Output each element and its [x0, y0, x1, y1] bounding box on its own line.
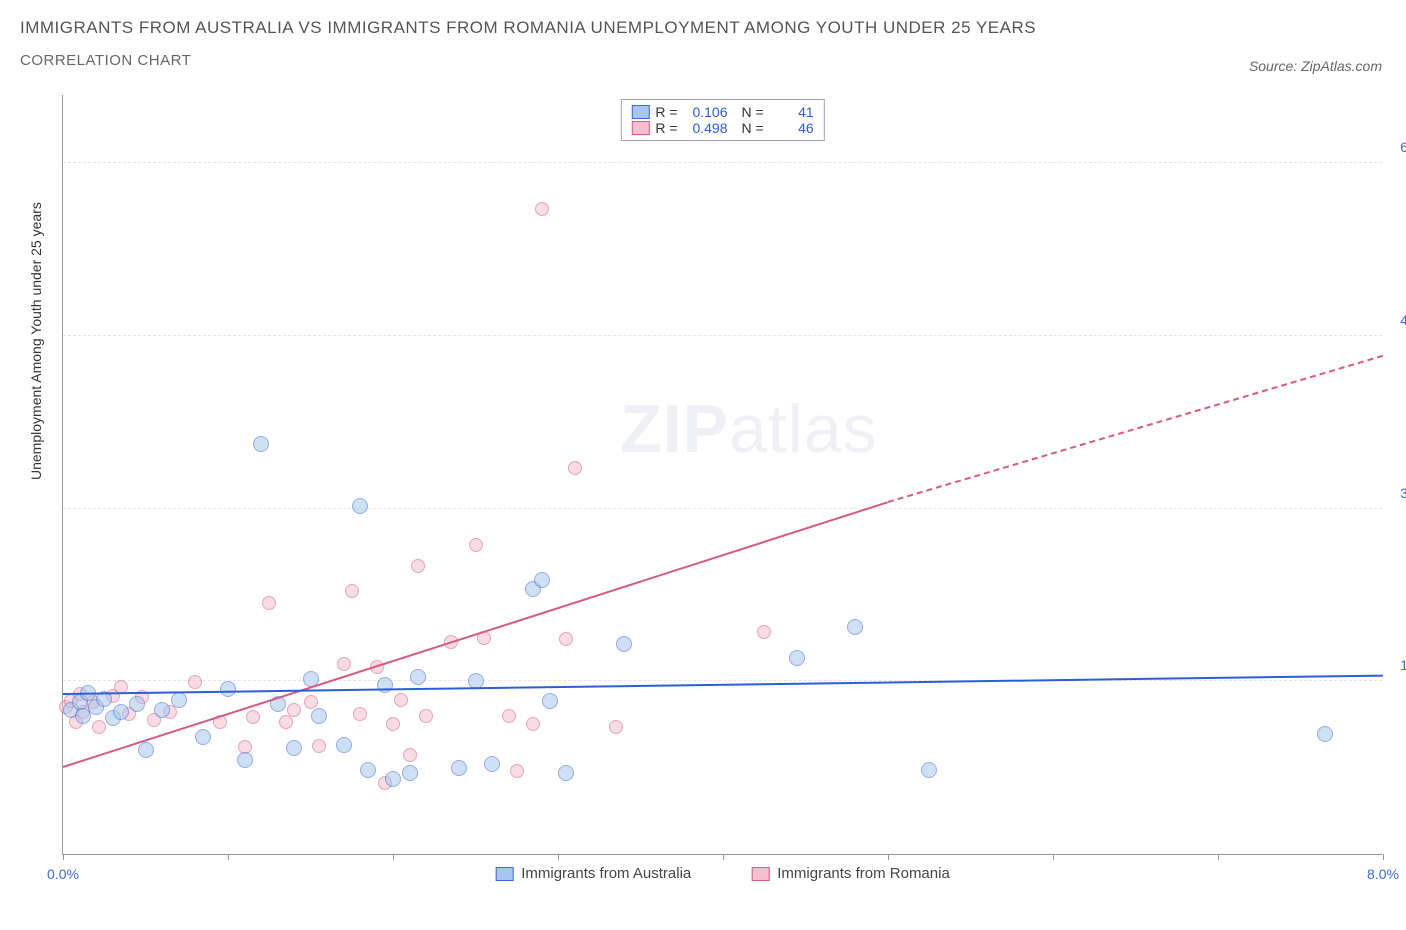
x-tick-mark [723, 854, 724, 860]
legend-swatch [495, 867, 513, 881]
gridline [63, 335, 1382, 336]
scatter-point [609, 720, 623, 734]
scatter-point [558, 765, 574, 781]
gridline [63, 508, 1382, 509]
stats-row: R = 0.498 N = 46 [631, 120, 813, 136]
trend-line [63, 675, 1383, 695]
scatter-point [92, 720, 106, 734]
x-tick-mark [393, 854, 394, 860]
scatter-point [253, 436, 269, 452]
stats-row: R = 0.106 N = 41 [631, 104, 813, 120]
scatter-point [154, 702, 170, 718]
scatter-point [510, 764, 524, 778]
scatter-point [353, 707, 367, 721]
scatter-point [1317, 726, 1333, 742]
chart-title-line2: CORRELATION CHART [20, 52, 1386, 69]
legend-label: Immigrants from Australia [521, 865, 691, 882]
scatter-point [616, 636, 632, 652]
trend-line [888, 355, 1384, 503]
stat-value: 0.498 [684, 120, 728, 136]
legend-item: Immigrants from Romania [751, 865, 950, 882]
scatter-point [403, 748, 417, 762]
scatter-point [526, 717, 540, 731]
chart-title-line1: IMMIGRANTS FROM AUSTRALIA VS IMMIGRANTS … [20, 18, 1386, 38]
scatter-point [287, 703, 301, 717]
scatter-point [451, 760, 467, 776]
legend-item: Immigrants from Australia [495, 865, 691, 882]
scatter-point [311, 708, 327, 724]
scatter-point [113, 704, 129, 720]
scatter-point [921, 762, 937, 778]
source-label: Source: ZipAtlas.com [1249, 58, 1382, 74]
x-tick-mark [228, 854, 229, 860]
correlation-stats-box: R = 0.106 N = 41 R = 0.498 N = 46 [620, 99, 824, 141]
x-tick-mark [1053, 854, 1054, 860]
y-tick-label: 60.0% [1400, 139, 1406, 155]
scatter-point [171, 692, 187, 708]
scatter-point [402, 765, 418, 781]
scatter-point [360, 762, 376, 778]
scatter-point [304, 695, 318, 709]
y-tick-label: 15.0% [1400, 657, 1406, 673]
scatter-point [220, 681, 236, 697]
scatter-point [534, 572, 550, 588]
scatter-point [757, 625, 771, 639]
x-tick-label: 8.0% [1367, 866, 1399, 882]
stat-label: N = [742, 120, 764, 136]
scatter-point [262, 596, 276, 610]
scatter-point [410, 669, 426, 685]
scatter-point [535, 202, 549, 216]
scatter-point [542, 693, 558, 709]
scatter-point [394, 693, 408, 707]
chart-legend: Immigrants from Australia Immigrants from… [495, 865, 950, 882]
scatter-point [559, 632, 573, 646]
x-tick-mark [1218, 854, 1219, 860]
scatter-point [352, 498, 368, 514]
scatter-point [246, 710, 260, 724]
scatter-point [279, 715, 293, 729]
scatter-point [411, 559, 425, 573]
scatter-point [129, 696, 145, 712]
scatter-point [312, 739, 326, 753]
scatter-point [568, 461, 582, 475]
legend-swatch [751, 867, 769, 881]
gridline [63, 680, 1382, 681]
scatter-point [789, 650, 805, 666]
scatter-plot-area: ZIPatlas R =0.106N =41R =0.498N =46 Immi… [62, 95, 1382, 855]
scatter-point [237, 752, 253, 768]
scatter-point [195, 729, 211, 745]
scatter-point [469, 538, 483, 552]
scatter-point [337, 657, 351, 671]
x-tick-mark [1383, 854, 1384, 860]
legend-label: Immigrants from Romania [777, 865, 950, 882]
stat-value: 41 [770, 104, 814, 120]
stat-label: N = [742, 104, 764, 120]
y-tick-label: 30.0% [1400, 485, 1406, 501]
gridline [63, 162, 1382, 163]
stat-value: 46 [770, 120, 814, 136]
scatter-point [385, 771, 401, 787]
watermark: ZIPatlas [620, 390, 877, 468]
stat-label: R = [655, 120, 677, 136]
scatter-point [345, 584, 359, 598]
scatter-point [847, 619, 863, 635]
x-tick-mark [888, 854, 889, 860]
y-tick-label: 45.0% [1400, 312, 1406, 328]
scatter-point [336, 737, 352, 753]
y-axis-label: Unemployment Among Youth under 25 years [28, 202, 44, 480]
scatter-point [188, 675, 202, 689]
legend-swatch [631, 105, 649, 119]
scatter-point [502, 709, 516, 723]
scatter-point [484, 756, 500, 772]
scatter-point [286, 740, 302, 756]
x-tick-label: 0.0% [47, 866, 79, 882]
x-tick-mark [63, 854, 64, 860]
stat-value: 0.106 [684, 104, 728, 120]
stat-label: R = [655, 104, 677, 120]
legend-swatch [631, 121, 649, 135]
scatter-point [386, 717, 400, 731]
scatter-point [138, 742, 154, 758]
scatter-point [419, 709, 433, 723]
x-tick-mark [558, 854, 559, 860]
